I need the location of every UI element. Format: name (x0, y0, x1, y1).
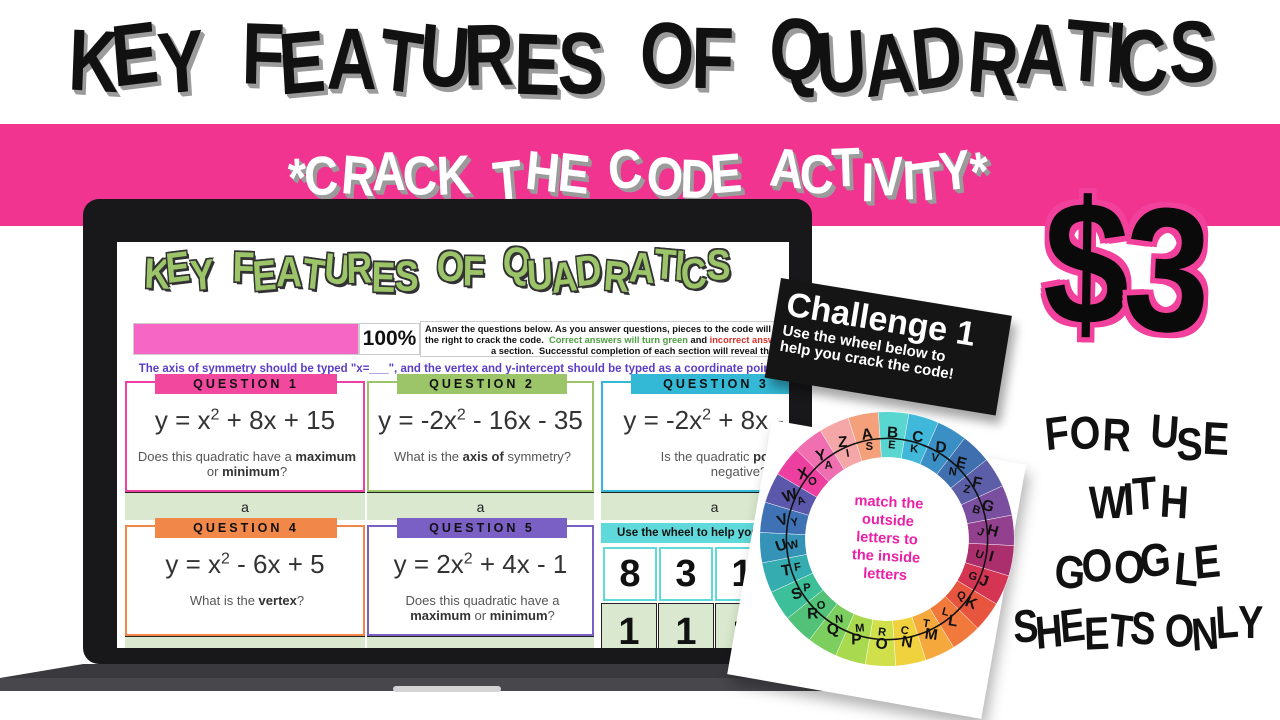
svg-text:S: S (866, 441, 874, 453)
svg-text:letters to: letters to (856, 529, 919, 548)
svg-text:A: A (824, 459, 833, 472)
svg-text:N: N (835, 613, 844, 626)
svg-text:K: K (910, 443, 919, 456)
svg-text:letters: letters (863, 566, 908, 584)
svg-text:R: R (877, 626, 886, 639)
svg-text:outside: outside (862, 511, 915, 530)
svg-text:M: M (855, 622, 865, 635)
